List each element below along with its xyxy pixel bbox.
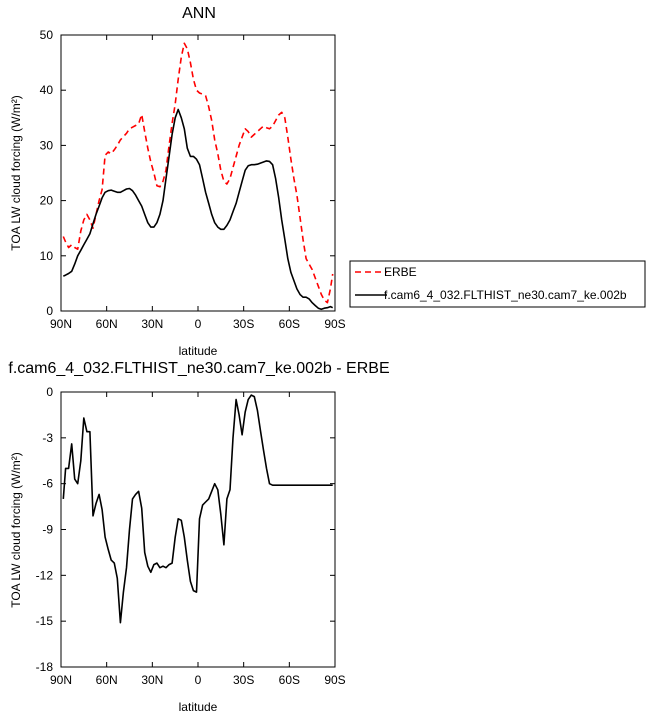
bottom-y-tick-label: 0 <box>46 385 53 399</box>
legend-label-model: f.cam6_4_032.FLTHIST_ne30.cam7_ke.002b <box>384 288 627 302</box>
bottom-x-tick-label: 60N <box>96 673 118 687</box>
bottom-x-tick-label: 90S <box>324 673 345 687</box>
bottom-y-tick-label: -3 <box>42 431 53 445</box>
bottom-y-axis-label: TOA LW cloud forcing (W/m²) <box>9 452 23 608</box>
top-x-tick-label: 30S <box>233 317 254 331</box>
legend: ERBE f.cam6_4_032.FLTHIST_ne30.cam7_ke.0… <box>349 260 646 308</box>
top-y-axis-label: TOA LW cloud forcing (W/m²) <box>9 95 23 251</box>
top-x-tick-label: 60N <box>96 317 118 331</box>
bottom-y-tick-label: -6 <box>42 477 53 491</box>
bottom-series <box>62 394 333 624</box>
top-series <box>62 42 334 311</box>
top-x-tick-label: 90N <box>50 317 72 331</box>
bottom-chart-title: f.cam6_4_032.FLTHIST_ne30.cam7_ke.002b -… <box>8 360 389 377</box>
bottom-ticks: 90N 60N 30N 0 30S 60S 90S 0 -3 -6 -9 -12 -15 -18 <box>36 385 346 687</box>
legend-label-erbe: ERBE <box>384 265 417 279</box>
bottom-x-tick-label: 30S <box>233 673 254 687</box>
top-y-tick-label: 0 <box>46 304 53 318</box>
bottom-y-tick-label: -15 <box>36 614 54 628</box>
top-y-tick-label: 20 <box>40 194 54 208</box>
bottom-panel: f.cam6_4_032.FLTHIST_ne30.cam7_ke.002b -… <box>8 360 389 714</box>
top-x-tick-label: 30N <box>141 317 163 331</box>
top-y-tick-label: 10 <box>40 249 54 263</box>
top-plot-frame <box>60 34 336 312</box>
top-x-tick-label: 60S <box>279 317 300 331</box>
top-chart-title: ANN <box>182 5 216 22</box>
top-x-tick-label: 0 <box>195 317 202 331</box>
top-y-tick-label: 30 <box>40 138 54 152</box>
top-x-tick-label: 90S <box>324 317 345 331</box>
bottom-y-tick-label: -18 <box>36 660 54 674</box>
bottom-x-tick-label: 90N <box>50 673 72 687</box>
bottom-x-tick-label: 0 <box>195 673 202 687</box>
top-panel: ANN 90N 60N 30N 0 30S 60S 90S 0 10 20 30 40 50 latit… <box>9 5 346 358</box>
bottom-plot-frame <box>60 391 336 668</box>
top-series-line-1 <box>62 108 334 311</box>
bottom-y-tick-label: -9 <box>42 523 53 537</box>
top-y-tick-label: 40 <box>40 83 54 97</box>
top-ticks: 90N 60N 30N 0 30S 60S 90S 0 10 20 30 40 50 <box>40 28 346 331</box>
top-x-axis-label: latitude <box>179 344 218 358</box>
top-series-line-0 <box>62 42 334 304</box>
bottom-x-axis-label: latitude <box>179 700 218 714</box>
bottom-series-line-0 <box>62 394 333 624</box>
top-y-tick-label: 50 <box>40 28 54 42</box>
legend-box <box>349 260 646 308</box>
bottom-x-tick-label: 30N <box>141 673 163 687</box>
bottom-y-tick-label: -12 <box>36 568 54 582</box>
bottom-x-tick-label: 60S <box>279 673 300 687</box>
